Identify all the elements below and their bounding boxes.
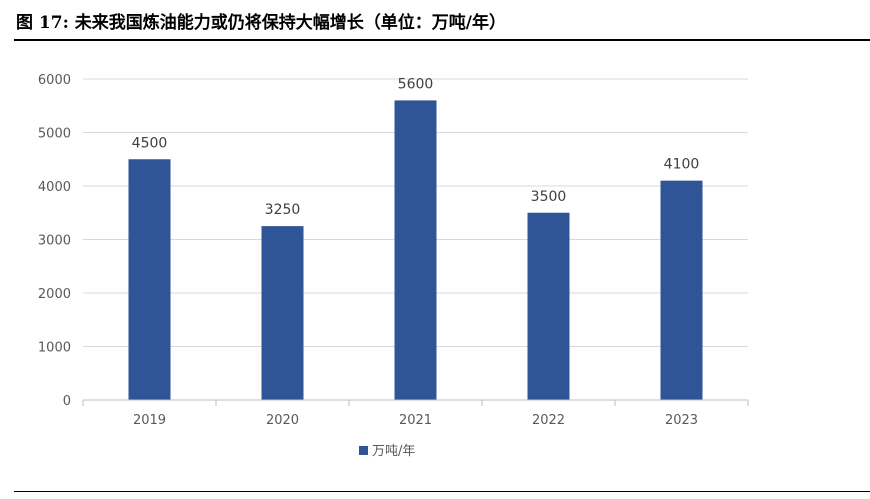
legend: 万吨/年 <box>359 444 415 459</box>
y-tick-label: 2000 <box>38 287 71 302</box>
y-tick-label: 3000 <box>38 234 71 249</box>
axes <box>82 399 749 406</box>
data-label: 4500 <box>132 135 168 151</box>
x-tick-label: 2019 <box>133 413 166 428</box>
data-label: 3500 <box>531 189 567 205</box>
y-tick-label: 5000 <box>38 127 71 142</box>
data-label: 3250 <box>265 202 301 218</box>
bar <box>261 226 304 400</box>
data-label: 4100 <box>664 157 700 173</box>
figure-title: 图 17: 未来我国炼油能力或仍将保持大幅增长（单位：万吨/年） <box>16 13 506 33</box>
labels: 0 1000 2000 3000 4000 5000 6000 4500 2019 3250 202… <box>38 73 699 428</box>
data-label: 5600 <box>398 76 434 92</box>
y-tick-label: 6000 <box>38 73 71 88</box>
legend-swatch <box>359 446 368 455</box>
x-tick-label: 2023 <box>665 413 698 428</box>
x-tick-label: 2021 <box>399 413 432 428</box>
bars <box>128 100 703 401</box>
bottom-divider <box>14 491 870 492</box>
legend-label: 万吨/年 <box>372 444 415 459</box>
y-tick-label: 4000 <box>38 180 71 195</box>
x-tick-label: 2020 <box>266 413 299 428</box>
bar <box>128 159 171 400</box>
title-divider <box>14 39 870 41</box>
x-tick-label: 2022 <box>532 413 565 428</box>
bar <box>394 100 437 401</box>
bar <box>527 212 570 400</box>
y-tick-label: 0 <box>63 394 71 409</box>
y-tick-label: 1000 <box>38 341 71 356</box>
bar <box>660 180 703 400</box>
